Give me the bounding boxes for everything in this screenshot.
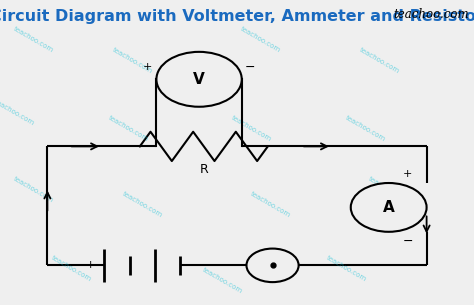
Text: teachoo.com: teachoo.com xyxy=(202,267,244,295)
Text: teachoo.com: teachoo.com xyxy=(12,175,54,203)
Text: +: + xyxy=(85,260,95,270)
Text: teachoo.com: teachoo.com xyxy=(121,190,163,218)
Text: teachoo.com: teachoo.com xyxy=(50,254,92,282)
Circle shape xyxy=(351,183,427,232)
Text: −: − xyxy=(245,61,255,74)
Text: teachoo.com: teachoo.com xyxy=(240,26,282,54)
Text: R: R xyxy=(200,163,208,176)
Text: teachoo.com: teachoo.com xyxy=(12,26,54,54)
Text: teachoo.com: teachoo.com xyxy=(230,114,272,142)
Circle shape xyxy=(156,52,242,107)
Text: +: + xyxy=(143,62,153,72)
Text: teachoo.com: teachoo.com xyxy=(249,190,291,218)
Text: teachoo.com: teachoo.com xyxy=(325,254,367,282)
Text: +: + xyxy=(403,169,412,179)
Text: teachoo.com: teachoo.com xyxy=(344,114,386,142)
Text: teachoo.com: teachoo.com xyxy=(368,175,410,203)
Text: A: A xyxy=(383,200,394,215)
Text: teachoo.com: teachoo.com xyxy=(358,47,400,75)
Text: −: − xyxy=(187,259,197,272)
Text: teachoo.com: teachoo.com xyxy=(393,8,469,21)
Text: teachoo.com: teachoo.com xyxy=(0,99,35,127)
Text: −: − xyxy=(402,235,413,247)
Text: Circuit Diagram with Voltmeter, Ammeter and Resistor: Circuit Diagram with Voltmeter, Ammeter … xyxy=(0,9,474,24)
Text: V: V xyxy=(193,72,205,87)
Text: teachoo.com: teachoo.com xyxy=(112,47,154,75)
Circle shape xyxy=(246,249,299,282)
Text: teachoo.com: teachoo.com xyxy=(107,114,149,142)
